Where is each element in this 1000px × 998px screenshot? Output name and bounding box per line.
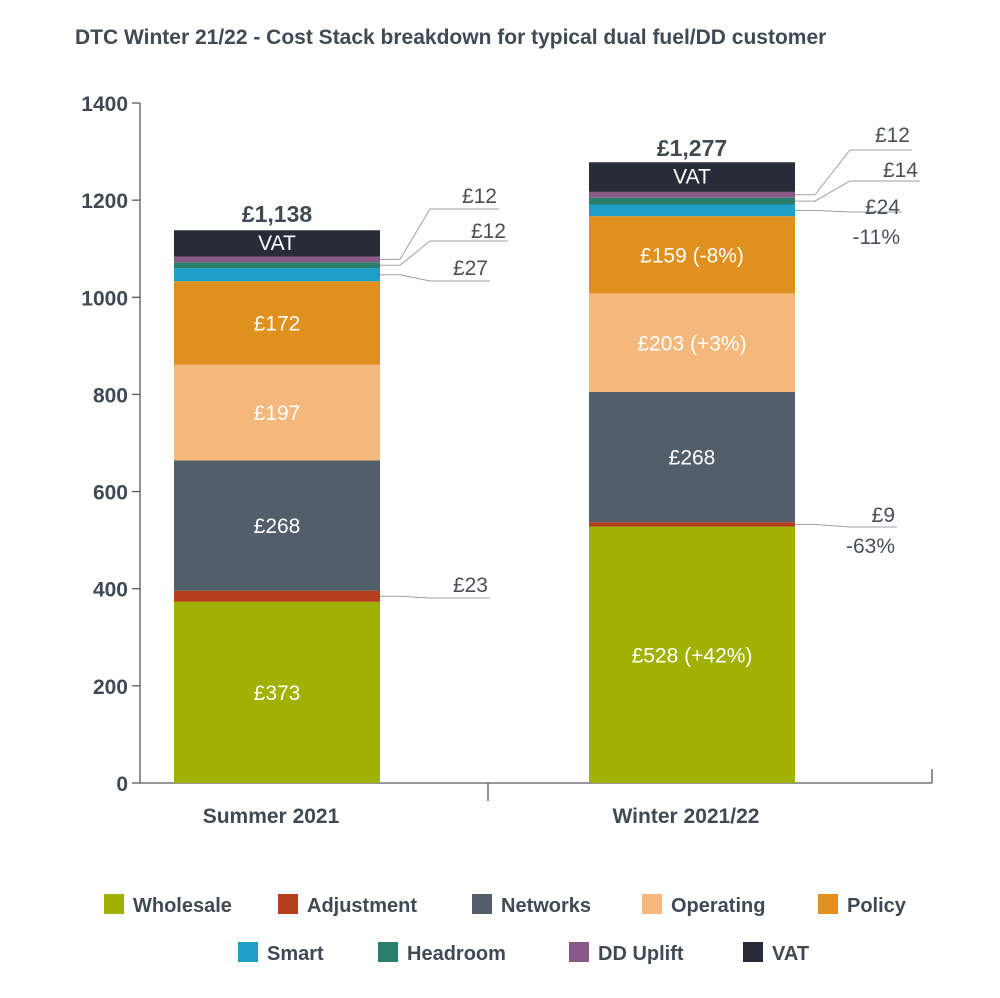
bar-segment-policy [174, 281, 380, 365]
legend-label-wholesale: Wholesale [133, 895, 232, 917]
legend-label-vat: VAT [772, 943, 809, 965]
legend-label-operating: Operating [671, 895, 765, 917]
bar-segment-vat [174, 230, 380, 257]
bar-segment-smart [174, 268, 380, 282]
legend-item-vat: VAT [743, 942, 809, 965]
bar-segment-adjustment [174, 590, 380, 602]
data-label-networks: £268 [254, 515, 301, 538]
data-note-adjustment: -63% [846, 535, 895, 558]
bar-segment-networks [174, 460, 380, 591]
y-tick-label: 1200 [81, 190, 128, 213]
legend-swatch-headroom [378, 942, 398, 962]
legend-swatch-policy [818, 894, 838, 914]
leader-line-dd-uplift [380, 208, 499, 260]
data-label-wholesale: £373 [254, 682, 301, 705]
legend-swatch-dd-uplift [569, 942, 589, 962]
legend-item-dd-uplift: DD Uplift [569, 942, 684, 965]
leader-line-headroom [795, 180, 920, 202]
bar-segment-dd-uplift [174, 256, 380, 263]
y-tick-label: 800 [93, 384, 128, 407]
data-label-policy: £159 (-8%) [640, 244, 744, 267]
legend-item-headroom: Headroom [378, 942, 506, 965]
legend-item-operating: Operating [642, 894, 765, 917]
y-tick-label: 0 [116, 773, 128, 796]
legend-label-networks: Networks [501, 895, 591, 917]
data-label-wholesale: £528 (+42%) [632, 644, 753, 667]
bar-segment-wholesale [174, 601, 380, 783]
legend-swatch-networks [472, 894, 492, 914]
x-category-label: Winter 2021/22 [613, 805, 760, 828]
legend-item-smart: Smart [238, 942, 324, 965]
bar-total-label: £1,277 [657, 135, 727, 161]
data-label-operating: £197 [254, 402, 301, 425]
y-tick-label: 600 [93, 482, 128, 505]
data-label-headroom: £12 [471, 220, 506, 243]
leader-line-smart [795, 209, 902, 213]
legend: Wholesale Adjustment Networks Operating Poli… [104, 894, 907, 965]
bar-segment-policy [589, 216, 795, 294]
legend-swatch-adjustment [278, 894, 298, 914]
bar-total-label: £1,138 [242, 201, 313, 227]
data-label-smart: £27 [453, 257, 488, 280]
y-tick-label: 1000 [81, 287, 128, 310]
leader-line-adjustment [795, 523, 897, 528]
data-label-networks: £268 [669, 447, 716, 470]
bar-segment-vat [589, 162, 795, 192]
data-label-adjustment: £23 [453, 574, 488, 597]
legend-label-dd-uplift: DD Uplift [598, 943, 684, 965]
legend-swatch-wholesale [104, 894, 124, 914]
data-label-dd-uplift: £12 [875, 124, 910, 147]
legend-swatch-smart [238, 942, 258, 962]
chart-title: DTC Winter 21/22 - Cost Stack breakdown … [75, 26, 826, 49]
bar-segment-operating [589, 293, 795, 392]
leader-line-headroom [380, 240, 508, 266]
legend-swatch-operating [642, 894, 662, 914]
data-label-policy: £172 [254, 313, 301, 336]
legend-label-adjustment: Adjustment [307, 895, 417, 917]
data-label-operating: £203 (+3%) [637, 332, 746, 355]
bar-segment-adjustment [589, 522, 795, 527]
leader-line-smart [380, 274, 490, 282]
legend-item-adjustment: Adjustment [278, 894, 417, 917]
y-tick-label: 1400 [81, 93, 128, 116]
legend-swatch-vat [743, 942, 763, 962]
data-label-smart: £24 [865, 196, 900, 219]
bar-segment-wholesale [589, 526, 795, 783]
axes: 0 200 400 600 800 1000 1200 1400 [81, 93, 933, 801]
bar-segment-headroom [174, 262, 380, 269]
data-label-headroom: £14 [883, 159, 918, 182]
bar-segment-networks [589, 392, 795, 523]
leader-line-adjustment [380, 595, 490, 599]
leader-line-dd-uplift [795, 149, 912, 196]
data-label-vat: VAT [673, 166, 711, 189]
bar-segment-headroom [589, 197, 795, 205]
data-label-adjustment: £9 [872, 504, 895, 527]
bar-segment-smart [589, 204, 795, 217]
data-label-dd-uplift: £12 [462, 185, 497, 208]
y-tick-label: 200 [93, 676, 128, 699]
data-labels: £373 £23 £268 £197 £172 £27 £12 £12 VAT £1,138 Sum… [203, 124, 920, 828]
x-category-label: Summer 2021 [203, 805, 340, 828]
legend-label-policy: Policy [847, 895, 907, 917]
legend-label-smart: Smart [267, 943, 324, 965]
legend-label-headroom: Headroom [407, 943, 506, 965]
bar-segment-dd-uplift [589, 191, 795, 198]
data-label-vat: VAT [258, 232, 296, 255]
legend-item-wholesale: Wholesale [104, 894, 232, 917]
y-tick-label: 400 [93, 579, 128, 602]
bar-segment-operating [174, 364, 380, 461]
legend-item-policy: Policy [818, 894, 907, 917]
legend-item-networks: Networks [472, 894, 591, 917]
data-note-smart: -11% [853, 226, 900, 249]
bars [174, 162, 795, 783]
